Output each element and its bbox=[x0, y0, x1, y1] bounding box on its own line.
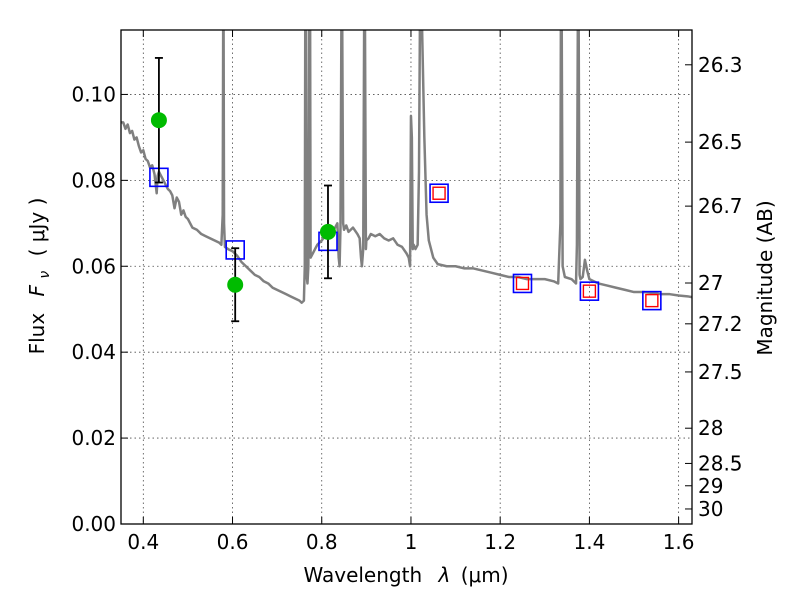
magnitude-tick-label: 28 bbox=[698, 416, 723, 440]
predicted-flux-square bbox=[515, 276, 530, 291]
y-tick-label: 0.08 bbox=[71, 168, 116, 192]
observed-flux-point bbox=[227, 276, 244, 293]
predicted-flux-square bbox=[432, 186, 446, 200]
x-tick-label: 0.4 bbox=[127, 530, 159, 554]
x-tick-label: 1 bbox=[405, 530, 418, 554]
magnitude-tick-label: 26.5 bbox=[698, 130, 743, 154]
model-photometry-square bbox=[642, 290, 662, 311]
y-axis-title-left-symbol: F bbox=[25, 284, 49, 296]
x-axis-title-unit: (μm) bbox=[461, 563, 509, 587]
observed-flux-point bbox=[319, 223, 336, 240]
y-tick-label: 0.10 bbox=[71, 82, 116, 106]
x-tick-label: 1.2 bbox=[484, 530, 516, 554]
plot-frame bbox=[120, 29, 693, 525]
x-axis-title-symbol: λ bbox=[438, 563, 451, 587]
magnitude-tick-label: 27.5 bbox=[698, 360, 743, 384]
model-photometry-square bbox=[579, 281, 600, 301]
magnitude-tick-label: 26.7 bbox=[698, 194, 743, 218]
y-axis-title-left-sub: ν bbox=[37, 271, 53, 279]
model-photometry-square bbox=[512, 273, 533, 294]
plot-area bbox=[121, 30, 692, 305]
observed-flux-point bbox=[150, 112, 167, 129]
x-axis-title-text: Wavelength bbox=[303, 563, 422, 587]
x-tick-label: 0.8 bbox=[306, 530, 338, 554]
magnitude-tick-label: 27.2 bbox=[698, 312, 743, 336]
x-axis-title: Wavelength λ (μm) bbox=[303, 563, 508, 587]
left-axis: 0.00 0.02 0.04 0.06 0.08 0.10 bbox=[71, 82, 128, 536]
x-tick-label: 1.6 bbox=[663, 530, 695, 554]
y-axis-title-left: Flux F ν ( μJy ) bbox=[25, 198, 54, 355]
x-tick-label: 0.6 bbox=[217, 530, 249, 554]
predicted-flux-square bbox=[582, 284, 597, 298]
sed-model-line bbox=[121, 30, 692, 305]
magnitude-tick-label: 29 bbox=[698, 474, 723, 498]
y-tick-label: 0.04 bbox=[71, 340, 116, 364]
grid-lines bbox=[121, 30, 692, 524]
magnitude-tick-label: 26.3 bbox=[698, 53, 743, 77]
x-tick-label: 1.4 bbox=[573, 530, 605, 554]
predicted-flux-square bbox=[645, 293, 659, 308]
y-tick-label: 0.02 bbox=[71, 426, 116, 450]
y-axis-title-right: Magnitude (AB) bbox=[753, 200, 777, 355]
markers bbox=[149, 57, 662, 323]
y-axis-title-left-text: Flux bbox=[25, 313, 49, 355]
y-axis-title-left-unit: ( μJy ) bbox=[25, 198, 49, 257]
magnitude-tick-label: 28.5 bbox=[698, 451, 743, 475]
model-photometry-square bbox=[429, 183, 449, 204]
y-tick-label: 0.06 bbox=[71, 254, 116, 278]
magnitude-tick-label: 30 bbox=[698, 497, 723, 521]
magnitude-tick-label: 27 bbox=[698, 271, 723, 295]
y-tick-label: 0.00 bbox=[71, 512, 116, 536]
bottom-axis: 0.4 0.6 0.8 1 1.2 1.4 1.6 bbox=[127, 30, 695, 554]
